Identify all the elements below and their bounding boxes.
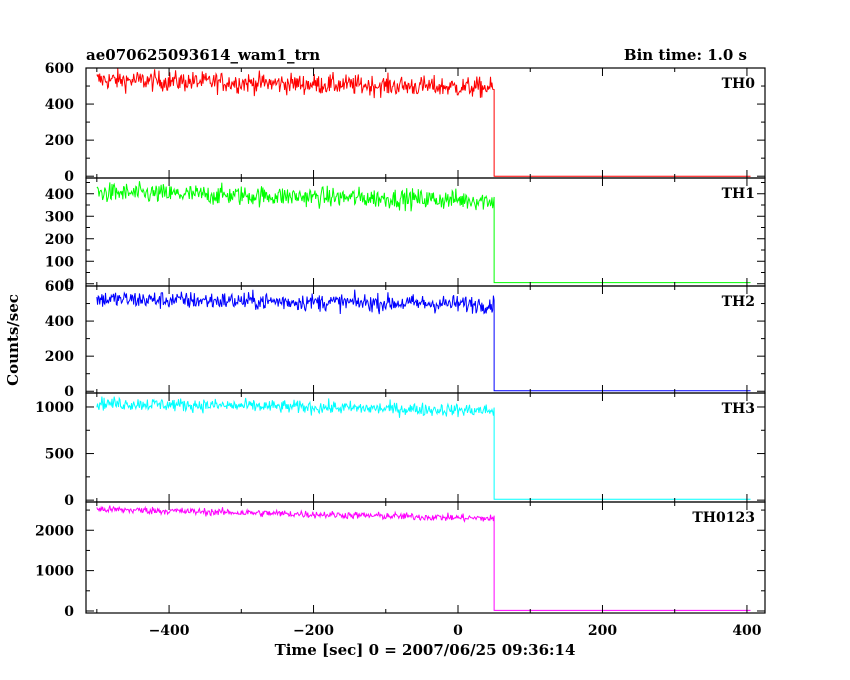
series-line-th1: [96, 181, 751, 284]
y-tick-label-th1: 100: [45, 254, 74, 270]
y-tick-label-th3: 1000: [35, 400, 74, 416]
y-tick-label-th1: 0: [64, 277, 74, 293]
y-tick-label-th0: 0: [64, 169, 74, 185]
series-line-th3: [96, 396, 751, 500]
series-line-th0: [96, 68, 751, 177]
x-tick-label: 200: [588, 623, 617, 639]
y-tick-label-th0123: 1000: [35, 564, 74, 580]
panel-label-th1: TH1: [722, 186, 755, 202]
y-tick-label-th0: 400: [45, 97, 74, 113]
y-axis-label: Counts/sec: [4, 294, 22, 386]
panel-label-th0: TH0: [722, 76, 756, 92]
y-tick-label-th0123: 2000: [35, 523, 74, 539]
panel-label-th3: TH3: [722, 401, 755, 417]
y-tick-label-th0: 200: [45, 133, 74, 149]
series-line-th2: [96, 289, 751, 392]
chart-title: ae070625093614_wam1_trn: [86, 46, 320, 64]
y-tick-label-th2: 0: [64, 384, 74, 400]
y-tick-label-th1: 400: [45, 187, 74, 203]
panels-group: 0 200 400 600 TH0 0 100 200 300 400 TH1 0 200 400 600 T…: [35, 61, 766, 639]
y-tick-label-th3: 0: [64, 493, 74, 509]
x-axis-label: Time [sec] 0 = 2007/06/25 09:36:14: [275, 641, 576, 659]
panel-frame-th1: [85, 177, 766, 287]
x-tick-label: −400: [149, 623, 190, 639]
bin-time-label: Bin time: 1.0 s: [624, 46, 747, 64]
panel-frame-th0123: [85, 501, 766, 614]
y-tick-label-th3: 500: [45, 447, 74, 463]
y-tick-label-th0: 600: [45, 61, 74, 77]
x-tick-label: 400: [732, 623, 761, 639]
panel-label-th2: TH2: [722, 294, 755, 310]
x-tick-label: 0: [453, 623, 463, 639]
y-tick-label-th0123: 0: [64, 604, 74, 620]
y-tick-label-th1: 200: [45, 232, 74, 248]
x-tick-label: −200: [293, 623, 334, 639]
y-tick-label-th2: 400: [45, 314, 74, 330]
panel-label-th0123: TH0123: [692, 510, 755, 526]
y-tick-label-th1: 300: [45, 209, 74, 225]
y-tick-label-th2: 600: [45, 279, 74, 295]
y-tick-label-th2: 200: [45, 349, 74, 365]
series-line-th0123: [96, 505, 751, 611]
